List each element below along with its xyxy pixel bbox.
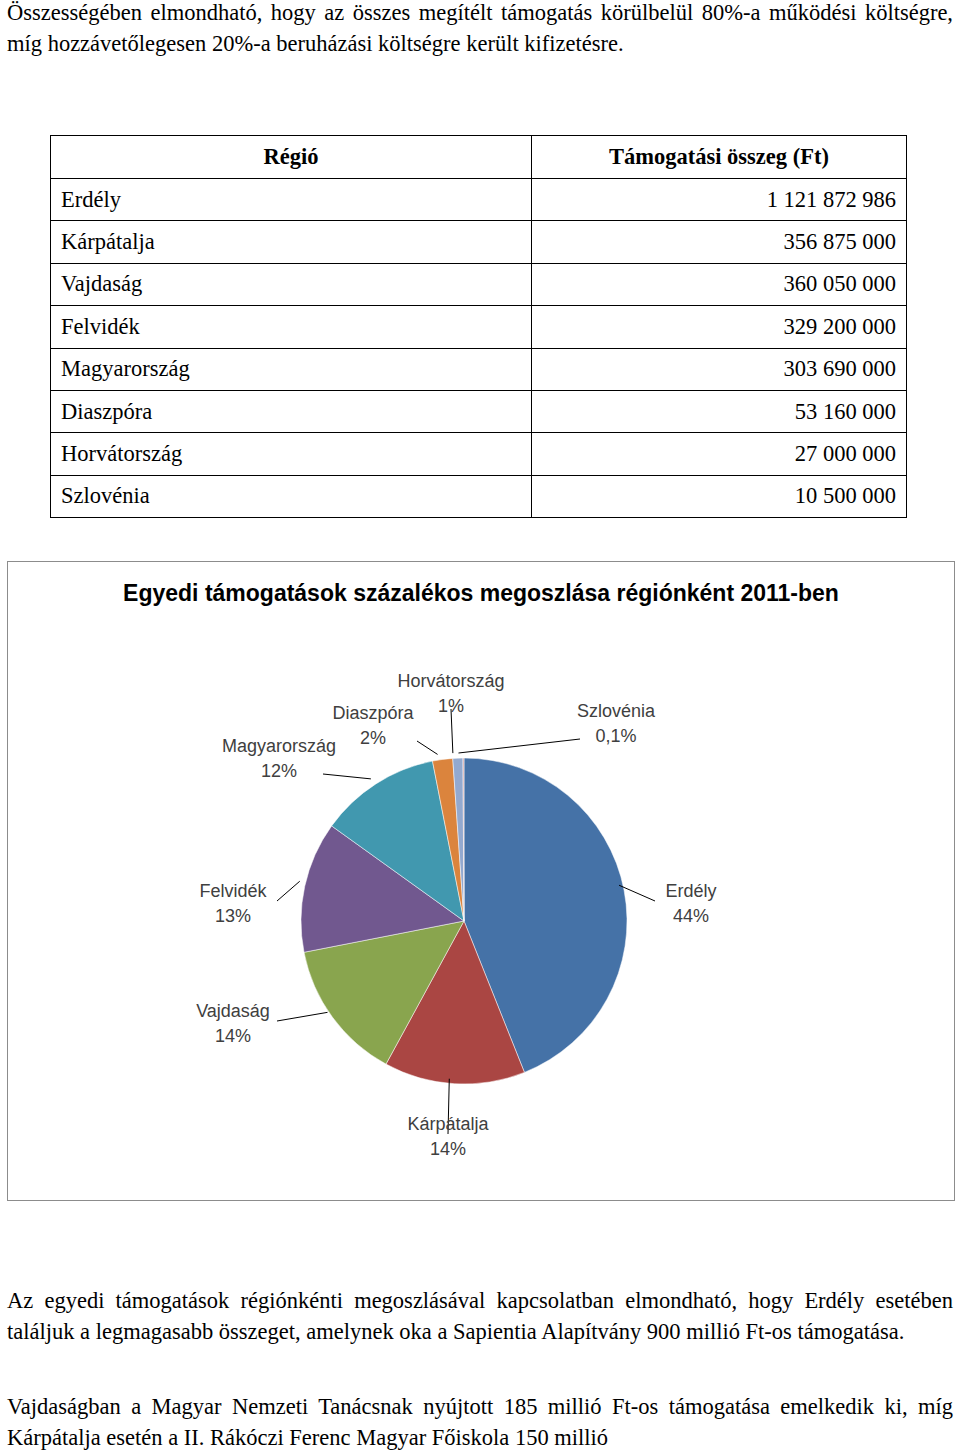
svg-text:14%: 14%: [215, 1026, 251, 1046]
svg-text:12%: 12%: [261, 761, 297, 781]
html-text:Felvidék: Felvidék: [61, 313, 140, 339]
svg-text:Kárpátalja: Kárpátalja: [407, 1114, 489, 1134]
html-text:Támogatási összeg (Ft): Támogatási összeg (Ft): [609, 144, 829, 169]
svg-text:Felvidék: Felvidék: [199, 881, 267, 901]
svg-text:Horvátország: Horvátország: [397, 671, 504, 691]
svg-text:14%: 14%: [430, 1139, 466, 1159]
html-text:Magyarország: Magyarország: [61, 356, 190, 382]
html-text:10 500 000: 10 500 000: [794, 483, 896, 509]
html-text:Szlovénia: Szlovénia: [61, 483, 150, 509]
html-text:360 050 000: 360 050 000: [783, 271, 896, 297]
html-text:Horvátország: Horvátország: [61, 441, 183, 466]
html-text:Vajdaságban a Magyar Nemzeti T: Vajdaságban a Magyar Nemzeti Tanácsnak n…: [7, 1394, 953, 1450]
svg-text:44%: 44%: [673, 906, 709, 926]
html-text:1 121 872 986: 1 121 872 986: [766, 186, 896, 212]
html-text:27 000 000: 27 000 000: [794, 441, 896, 466]
html-text:303 690 000: 303 690 000: [783, 356, 896, 382]
svg-text:Magyarország: Magyarország: [222, 736, 336, 756]
html-text:356 875 000: 356 875 000: [783, 229, 896, 255]
svg-text:1%: 1%: [438, 696, 464, 716]
svg-text:Szlovénia: Szlovénia: [577, 701, 656, 721]
svg-text:2%: 2%: [360, 728, 386, 748]
html-text:Vajdaság: Vajdaság: [61, 271, 143, 297]
html-text:Egyedi támogatások százalékos: Egyedi támogatások százalékos megoszlása…: [123, 580, 839, 606]
html-text:Régió: Régió: [263, 144, 319, 169]
svg-text:Diaszpóra: Diaszpóra: [332, 703, 414, 723]
html-text:53 160 000: 53 160 000: [794, 398, 896, 424]
html-text:Diaszpóra: Diaszpóra: [61, 398, 153, 424]
html-text:Összességében elmondható, hogy: Összességében elmondható, hogy az összes…: [7, 0, 953, 56]
html-text:Erdély: Erdély: [61, 186, 121, 212]
svg-text:13%: 13%: [215, 906, 251, 926]
html-text:Kárpátalja: Kárpátalja: [61, 229, 155, 255]
html-text:329 200 000: 329 200 000: [783, 313, 896, 339]
svg-text:0,1%: 0,1%: [595, 726, 636, 746]
svg-text:Vajdaság: Vajdaság: [196, 1001, 270, 1021]
svg-text:Erdély: Erdély: [665, 881, 716, 901]
html-text:Az egyedi támogatások régiónké: Az egyedi támogatások régiónkénti megosz…: [7, 1288, 953, 1344]
